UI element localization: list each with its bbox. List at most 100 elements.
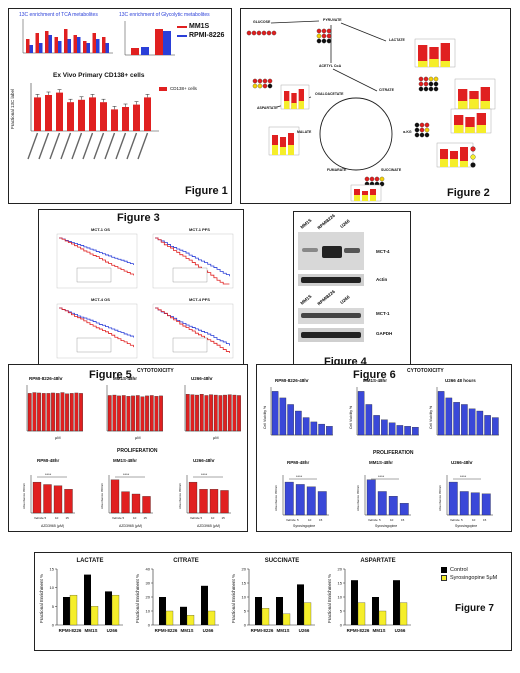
km-title-mct1-pfs: MCT-1 PFS: [189, 228, 210, 232]
f5-prolif-bar: [189, 482, 197, 513]
pyruvate-carbon: [327, 39, 331, 43]
citrate-mini-bar: [469, 99, 478, 109]
f7-legend-swatch-syro: [441, 575, 447, 581]
f6-prolif-tick: 10: [472, 518, 476, 522]
node-glucose: GLUCOSE: [253, 21, 270, 25]
f7-ytick-label: 15: [50, 567, 55, 572]
tca-bar-mm1s: [74, 35, 78, 53]
citrate-carbon: [429, 87, 433, 91]
exvivo-bar: [34, 97, 41, 131]
exvivo-tick-label: [127, 133, 137, 159]
figure2-title: Figure 2: [447, 187, 490, 199]
malate-mini-bar: [272, 145, 278, 155]
f7-ylabel: Fractional Enrichment %: [135, 574, 140, 623]
f6-prolif-bar: [389, 496, 398, 515]
akg-mini-bar: [465, 127, 474, 133]
tca-bar-mm1s: [26, 39, 30, 53]
lane-top-3: U266: [340, 219, 351, 229]
exvivo-bar: [133, 105, 140, 131]
f7-bar-syro: [262, 608, 269, 625]
f7-bar-syro: [283, 614, 290, 625]
aspartate-carbon: [263, 79, 267, 83]
arrow-glucose-pyruvate: [271, 21, 319, 23]
blot-gapdh: [298, 328, 364, 342]
akg-carbon: [425, 133, 429, 137]
f5-cyto-bar: [47, 393, 50, 431]
km-title-mct4-pfs: MCT-4 PFS: [189, 298, 210, 302]
f7-category-label: RPMI-8226: [59, 628, 82, 633]
f5-prolif-tick: 15: [66, 516, 70, 520]
glyco-bar-mm1s: [155, 29, 163, 55]
f5-cyto-bar: [122, 395, 125, 431]
tca-bar-mm1s: [83, 41, 87, 53]
f5-prolif-tick: 10: [133, 516, 137, 520]
km-title-mct4-os: MCT-4 OS: [91, 298, 110, 302]
glyco-title: 13C enrichment of Glycolytic metabolites: [119, 13, 210, 18]
band-mct4-2: [322, 246, 342, 258]
lactate-mini-bar: [441, 61, 450, 67]
f7-bar-control: [159, 597, 166, 625]
pyruvate-carbon: [322, 34, 326, 38]
km-legend-box: [173, 338, 207, 352]
f7-category-label: U266: [107, 628, 118, 633]
f7-ytick-label: 0: [52, 623, 55, 628]
f6-prolif-tick: 10: [308, 518, 312, 522]
lactate-mini-bar: [429, 59, 438, 67]
f5-cyto-xlabel: μM: [55, 435, 61, 440]
malate-mini-bar: [280, 147, 286, 155]
exvivo-bar: [122, 107, 129, 131]
f6-cyto-bar: [374, 415, 380, 435]
f6-cyto-bar: [295, 411, 301, 435]
f6-prolif-tick: Vehicle: [450, 518, 460, 522]
node-lactate: LACTATE: [389, 39, 405, 43]
f5-prolif-title-2: MM1S-48hr: [113, 459, 137, 464]
citrate-carbon: [419, 82, 423, 86]
f6-cyto-bar: [389, 423, 395, 435]
f5-cyto-bar: [237, 395, 240, 431]
f5-cyto-bar: [195, 395, 198, 431]
legend-dot: [471, 163, 476, 168]
f5-prolif-tick: 15: [144, 516, 148, 520]
f6-cyto-ylabel: Cell Viability %: [349, 406, 353, 429]
f6-prolif-title-3: U266-48hr: [451, 461, 473, 466]
glucose-carbon: [262, 31, 266, 35]
f6-cyto-ylabel: Cell Viability %: [429, 406, 433, 429]
f6-prolif-bar: [378, 491, 387, 515]
lane-bot-1: MM1S: [300, 294, 313, 306]
f7-bar-control: [84, 575, 91, 625]
f7-chart-title: CITRATE: [173, 558, 199, 564]
akg-carbon: [415, 133, 419, 137]
f6-prolif-tick: 5: [461, 518, 463, 522]
f5-prolif-title-3: U266-48hr: [193, 459, 215, 464]
exvivo-tick-label: [116, 133, 126, 159]
tca-bar-rpmi: [39, 43, 43, 53]
f5-prolif-ylabel: Absorbance 450nm: [178, 482, 182, 509]
label-mct4: MCT-4: [376, 250, 390, 255]
exvivo-bar: [89, 97, 96, 131]
node-acetyl: ACETYL CoA: [319, 65, 341, 69]
exvivo-legend-label: CD138+ cells: [170, 87, 197, 92]
aspartate-carbon: [268, 79, 272, 83]
figure4-panel: MM1S RPMI8226 U266 MCT-4 Actin MM1S RPMI…: [293, 211, 411, 371]
fumarate-mini-bar: [354, 195, 360, 201]
legend-rpmi: RPMI-8226: [189, 32, 224, 39]
f5-prolif-tick: Vehicle: [34, 516, 44, 520]
glyco-bar-mm1s: [131, 48, 139, 55]
f6-prolif-tick: 15: [401, 518, 405, 522]
f6-cyto-bar: [485, 415, 491, 435]
succinate-carbon: [365, 177, 369, 181]
f7-ytick-label: 5: [244, 609, 247, 614]
f6-cyto-bar: [477, 411, 483, 435]
figure1-panel: 13C enrichment of TCA metabolites 13C en…: [8, 8, 232, 204]
f7-ytick-label: 10: [338, 595, 343, 600]
f5-cyto-bar: [61, 393, 64, 431]
akg-carbon: [420, 133, 424, 137]
f7-category-label: MM1S: [180, 628, 193, 633]
tca-bar-rpmi: [87, 43, 91, 53]
f7-ytick-label: 20: [146, 595, 151, 600]
f7-ytick-label: 15: [242, 581, 247, 586]
figure2-panel: GLUCOSE PYRUVATE LACTATE ACETYL CoA CITR…: [240, 8, 511, 204]
f7-bar-control: [351, 580, 358, 625]
f5-prolif-tick: 10: [211, 516, 215, 520]
f7-ytick-label: 40: [146, 567, 151, 572]
